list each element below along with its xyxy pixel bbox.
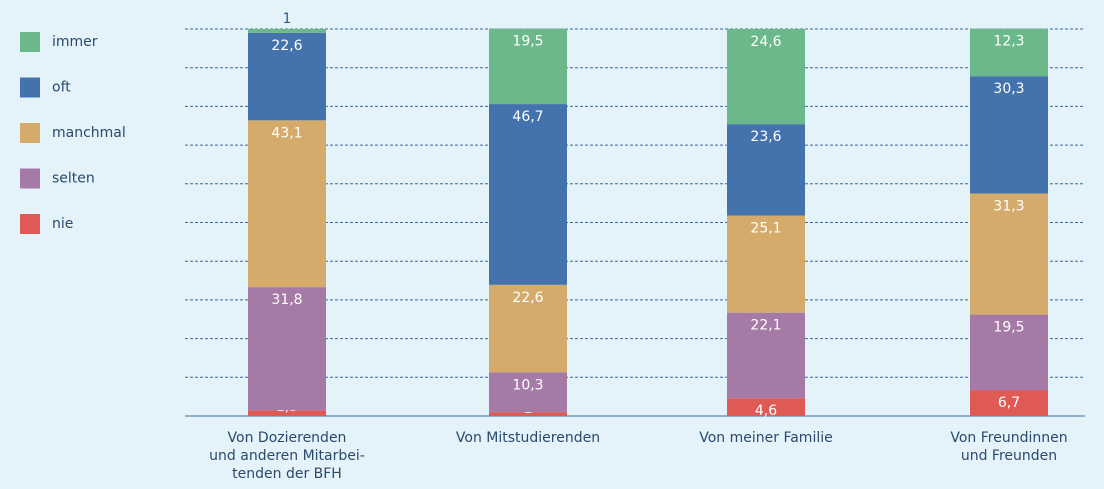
legend-swatch: [20, 77, 40, 98]
value-label: 1: [283, 11, 292, 27]
legend-label: manchmal: [52, 125, 126, 141]
value-label: 31,3: [993, 198, 1024, 214]
value-label: 6,7: [998, 395, 1020, 411]
value-label: 25,1: [750, 221, 781, 237]
bar-segment: [248, 29, 326, 33]
bar-segment: [248, 32, 326, 121]
x-tick-label: Von meiner Familie: [699, 430, 832, 446]
x-tick-label: tenden der BFH: [232, 466, 342, 482]
bar-segment: [727, 215, 805, 313]
bar-segment: [970, 193, 1048, 315]
value-label: 46,7: [512, 109, 543, 125]
bar-segment: [970, 28, 1048, 77]
legend-label: oft: [52, 80, 71, 96]
bar-segment: [489, 104, 567, 285]
legend-label: immer: [52, 34, 98, 50]
legend-label: nie: [52, 216, 73, 232]
bar-segment: [489, 372, 567, 413]
bar-segment: [489, 28, 567, 105]
legend-label: selten: [52, 171, 95, 187]
value-label: 10,3: [512, 377, 543, 393]
legend-swatch: [20, 168, 40, 189]
bar-segment: [727, 29, 805, 125]
legend-swatch: [20, 123, 40, 143]
x-tick-label: und Freunden: [961, 448, 1057, 464]
bar-segment: [248, 120, 326, 288]
value-label: 4,6: [755, 403, 777, 419]
bar-segment: [489, 284, 567, 373]
value-label: 19,5: [993, 320, 1024, 336]
value-label: 22,6: [271, 38, 302, 54]
bar-segment: [970, 76, 1048, 194]
value-label: 22,6: [512, 290, 543, 306]
bar-segment: [248, 287, 326, 411]
value-label: 12,3: [993, 34, 1024, 50]
bar-segment: [727, 312, 805, 399]
legend-swatch: [20, 214, 40, 234]
value-label: 43,1: [271, 125, 302, 141]
bar-segment: [727, 398, 805, 416]
legend-swatch: [20, 32, 40, 52]
x-tick-label: Von Dozierenden: [228, 430, 347, 446]
x-tick-label: und anderen Mitarbei-: [209, 448, 365, 464]
bar-segment: [970, 390, 1048, 416]
value-label: 23,6: [750, 129, 781, 145]
bar-segment: [248, 410, 326, 416]
bar-segment: [489, 412, 567, 416]
bar-segment: [727, 124, 805, 216]
value-label: 24,6: [750, 34, 781, 50]
x-tick-label: Von Mitstudierenden: [456, 430, 600, 446]
value-label: 22,1: [750, 318, 781, 334]
x-tick-label: Von Freundinnen: [950, 430, 1067, 446]
value-label: 31,8: [271, 292, 302, 308]
value-label: 19,5: [512, 34, 543, 50]
bar-segment: [970, 314, 1048, 391]
value-label: 30,3: [993, 81, 1024, 97]
